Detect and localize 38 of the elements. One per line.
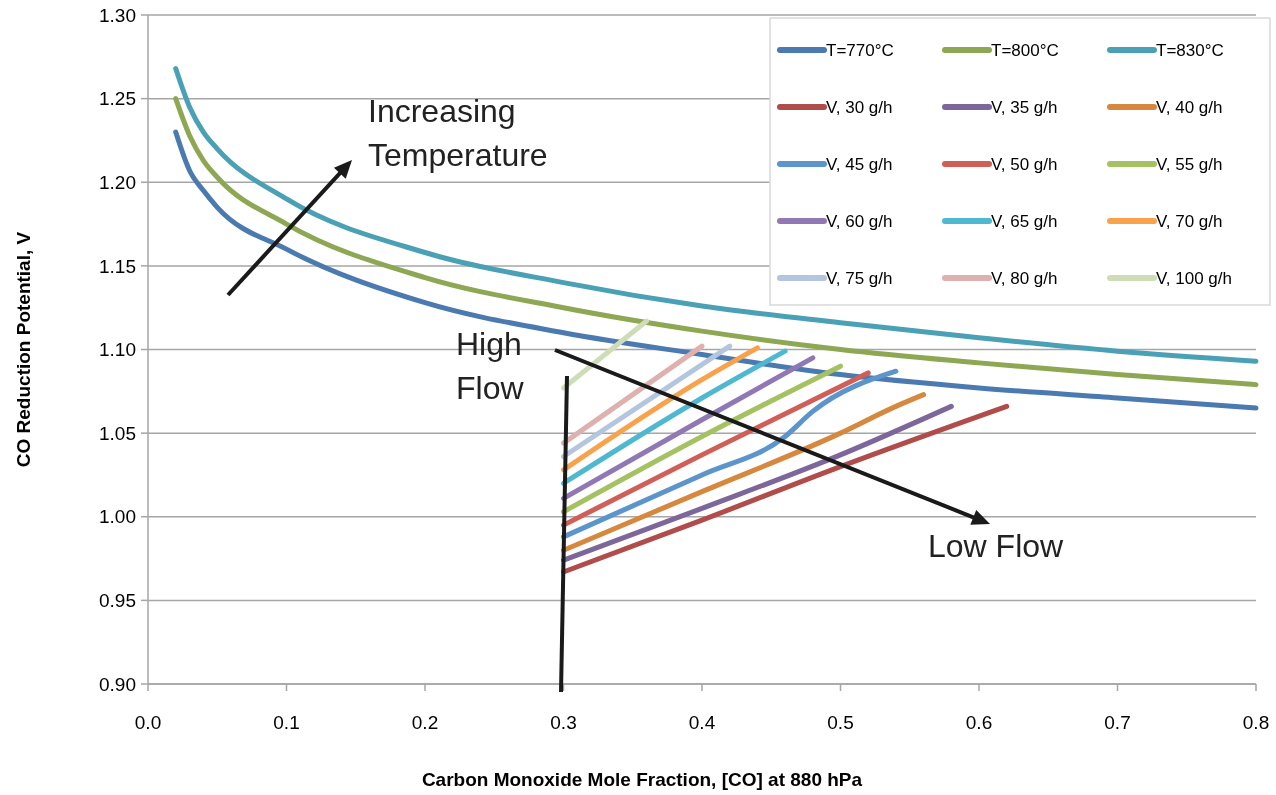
- x-tick-label: 0.6: [965, 712, 993, 733]
- x-tick-label: 0.4: [688, 712, 716, 733]
- annotation: High Flow: [456, 326, 525, 406]
- legend-label: V, 45 g/h: [826, 154, 893, 174]
- x-tick-label: 0.5: [827, 712, 854, 733]
- legend-label: V, 65 g/h: [991, 211, 1058, 231]
- y-tick-label: 1.10: [99, 339, 136, 361]
- legend-label: V, 55 g/h: [1156, 154, 1223, 174]
- legend-label: V, 50 g/h: [991, 154, 1058, 174]
- legend-label: V, 30 g/h: [826, 97, 893, 117]
- legend-label: V, 70 g/h: [1156, 211, 1223, 231]
- y-tick-label: 0.90: [99, 673, 136, 695]
- x-axis-title: Carbon Monoxide Mole Fraction, [CO] at 880 hPa: [421, 769, 863, 790]
- y-tick-label: 1.05: [99, 422, 136, 444]
- y-axis-title: CO Reduction Potential, V: [13, 231, 34, 468]
- x-tick-label: 0.0: [134, 712, 162, 733]
- legend-label: V, 100 g/h: [1156, 268, 1232, 288]
- y-tick-label: 1.25: [99, 88, 136, 110]
- x-tick-label: 0.3: [550, 712, 577, 733]
- annotation: Low Flow: [928, 528, 1065, 564]
- legend-label: V, 80 g/h: [991, 268, 1058, 288]
- y-tick-label: 1.00: [99, 506, 136, 528]
- legend-label: V, 60 g/h: [826, 211, 893, 231]
- annotation: Increasing Temperature: [368, 93, 548, 173]
- y-tick-label: 1.15: [99, 255, 136, 277]
- legend-label: V, 35 g/h: [991, 97, 1058, 117]
- x-tick-label: 0.7: [1104, 712, 1131, 733]
- x-tick-label: 0.2: [411, 712, 439, 733]
- x-tick-label: 0.8: [1242, 712, 1270, 733]
- legend-label: T=770°C: [826, 40, 894, 60]
- legend-label: V, 75 g/h: [826, 268, 893, 288]
- x-tick-label: 0.1: [273, 712, 300, 733]
- legend-label: T=830°C: [1156, 40, 1224, 60]
- legend-label: T=800°C: [991, 40, 1059, 60]
- legend-label: V, 40 g/h: [1156, 97, 1223, 117]
- y-tick-label: 0.95: [99, 590, 136, 612]
- y-tick-label: 1.20: [99, 171, 136, 193]
- y-tick-label: 1.30: [99, 4, 136, 26]
